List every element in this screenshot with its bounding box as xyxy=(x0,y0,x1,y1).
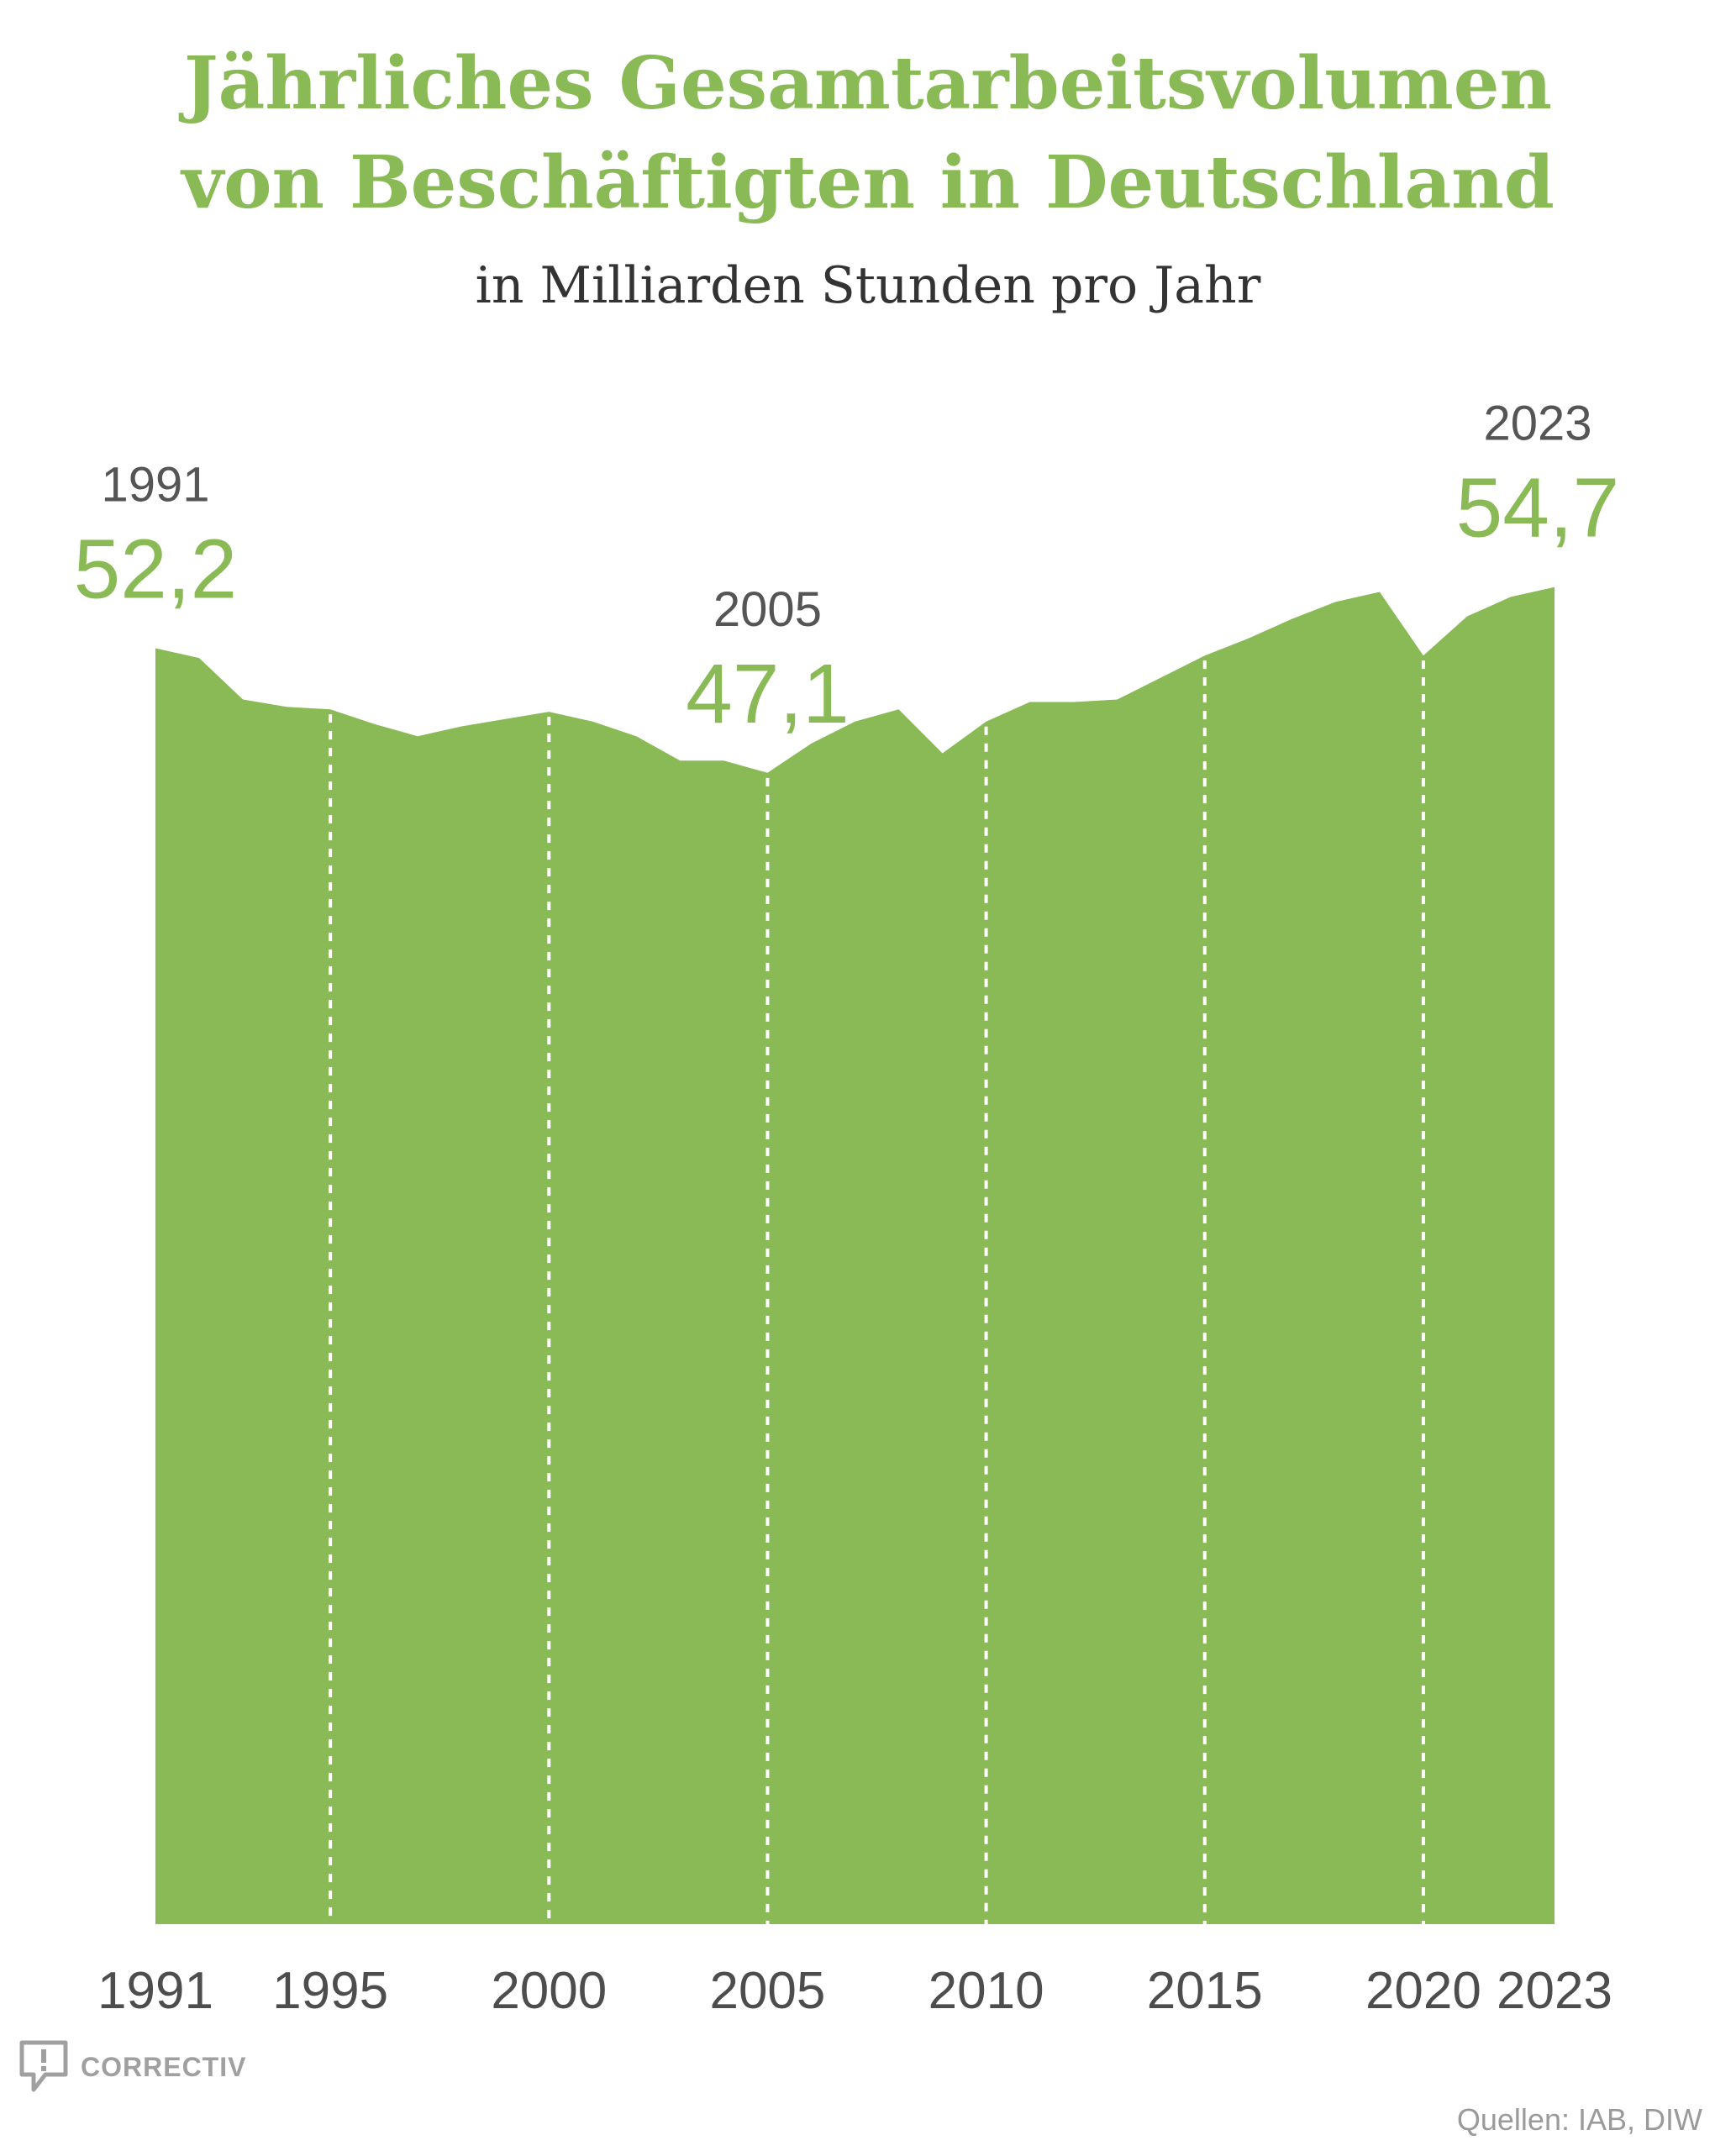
x-tick-label-2005: 2005 xyxy=(709,1962,825,2020)
annotation-year-2005: 2005 xyxy=(713,582,822,637)
x-tick-label-2000: 2000 xyxy=(491,1962,607,2020)
x-tick-label-2015: 2015 xyxy=(1147,1962,1263,2020)
annotation-year-2023: 2023 xyxy=(1483,397,1591,451)
chart-title-line-2: von Beschäftigten in Deutschland xyxy=(181,140,1555,225)
chart-subtitle: in Milliarden Stunden pro Jahr xyxy=(475,256,1261,315)
brand-logo: CORRECTIV xyxy=(17,2038,246,2096)
source-note: Quellen: IAB, DIW xyxy=(1456,2102,1702,2137)
annotation-value-2023: 54,7 xyxy=(1456,461,1620,555)
x-tick-label-2010: 2010 xyxy=(928,1962,1044,2020)
annotation-value-2005: 47,1 xyxy=(686,647,850,741)
x-tick-label-2023: 2023 xyxy=(1497,1962,1612,2020)
annotation-year-1991: 1991 xyxy=(101,457,209,512)
chart-title-line-1: Jährliches Gesamtarbeitsvolumen xyxy=(183,41,1553,126)
x-tick-label-1991: 1991 xyxy=(97,1962,213,2020)
correctiv-logo-icon xyxy=(19,2040,68,2092)
brand-name: CORRECTIV xyxy=(81,2051,247,2082)
annotation-value-1991: 52,2 xyxy=(74,522,238,616)
x-tick-label-1995: 1995 xyxy=(272,1962,388,2020)
x-tick-label-2020: 2020 xyxy=(1365,1962,1481,2020)
area-series-gesamtarbeitsvolumen xyxy=(155,586,1555,1925)
